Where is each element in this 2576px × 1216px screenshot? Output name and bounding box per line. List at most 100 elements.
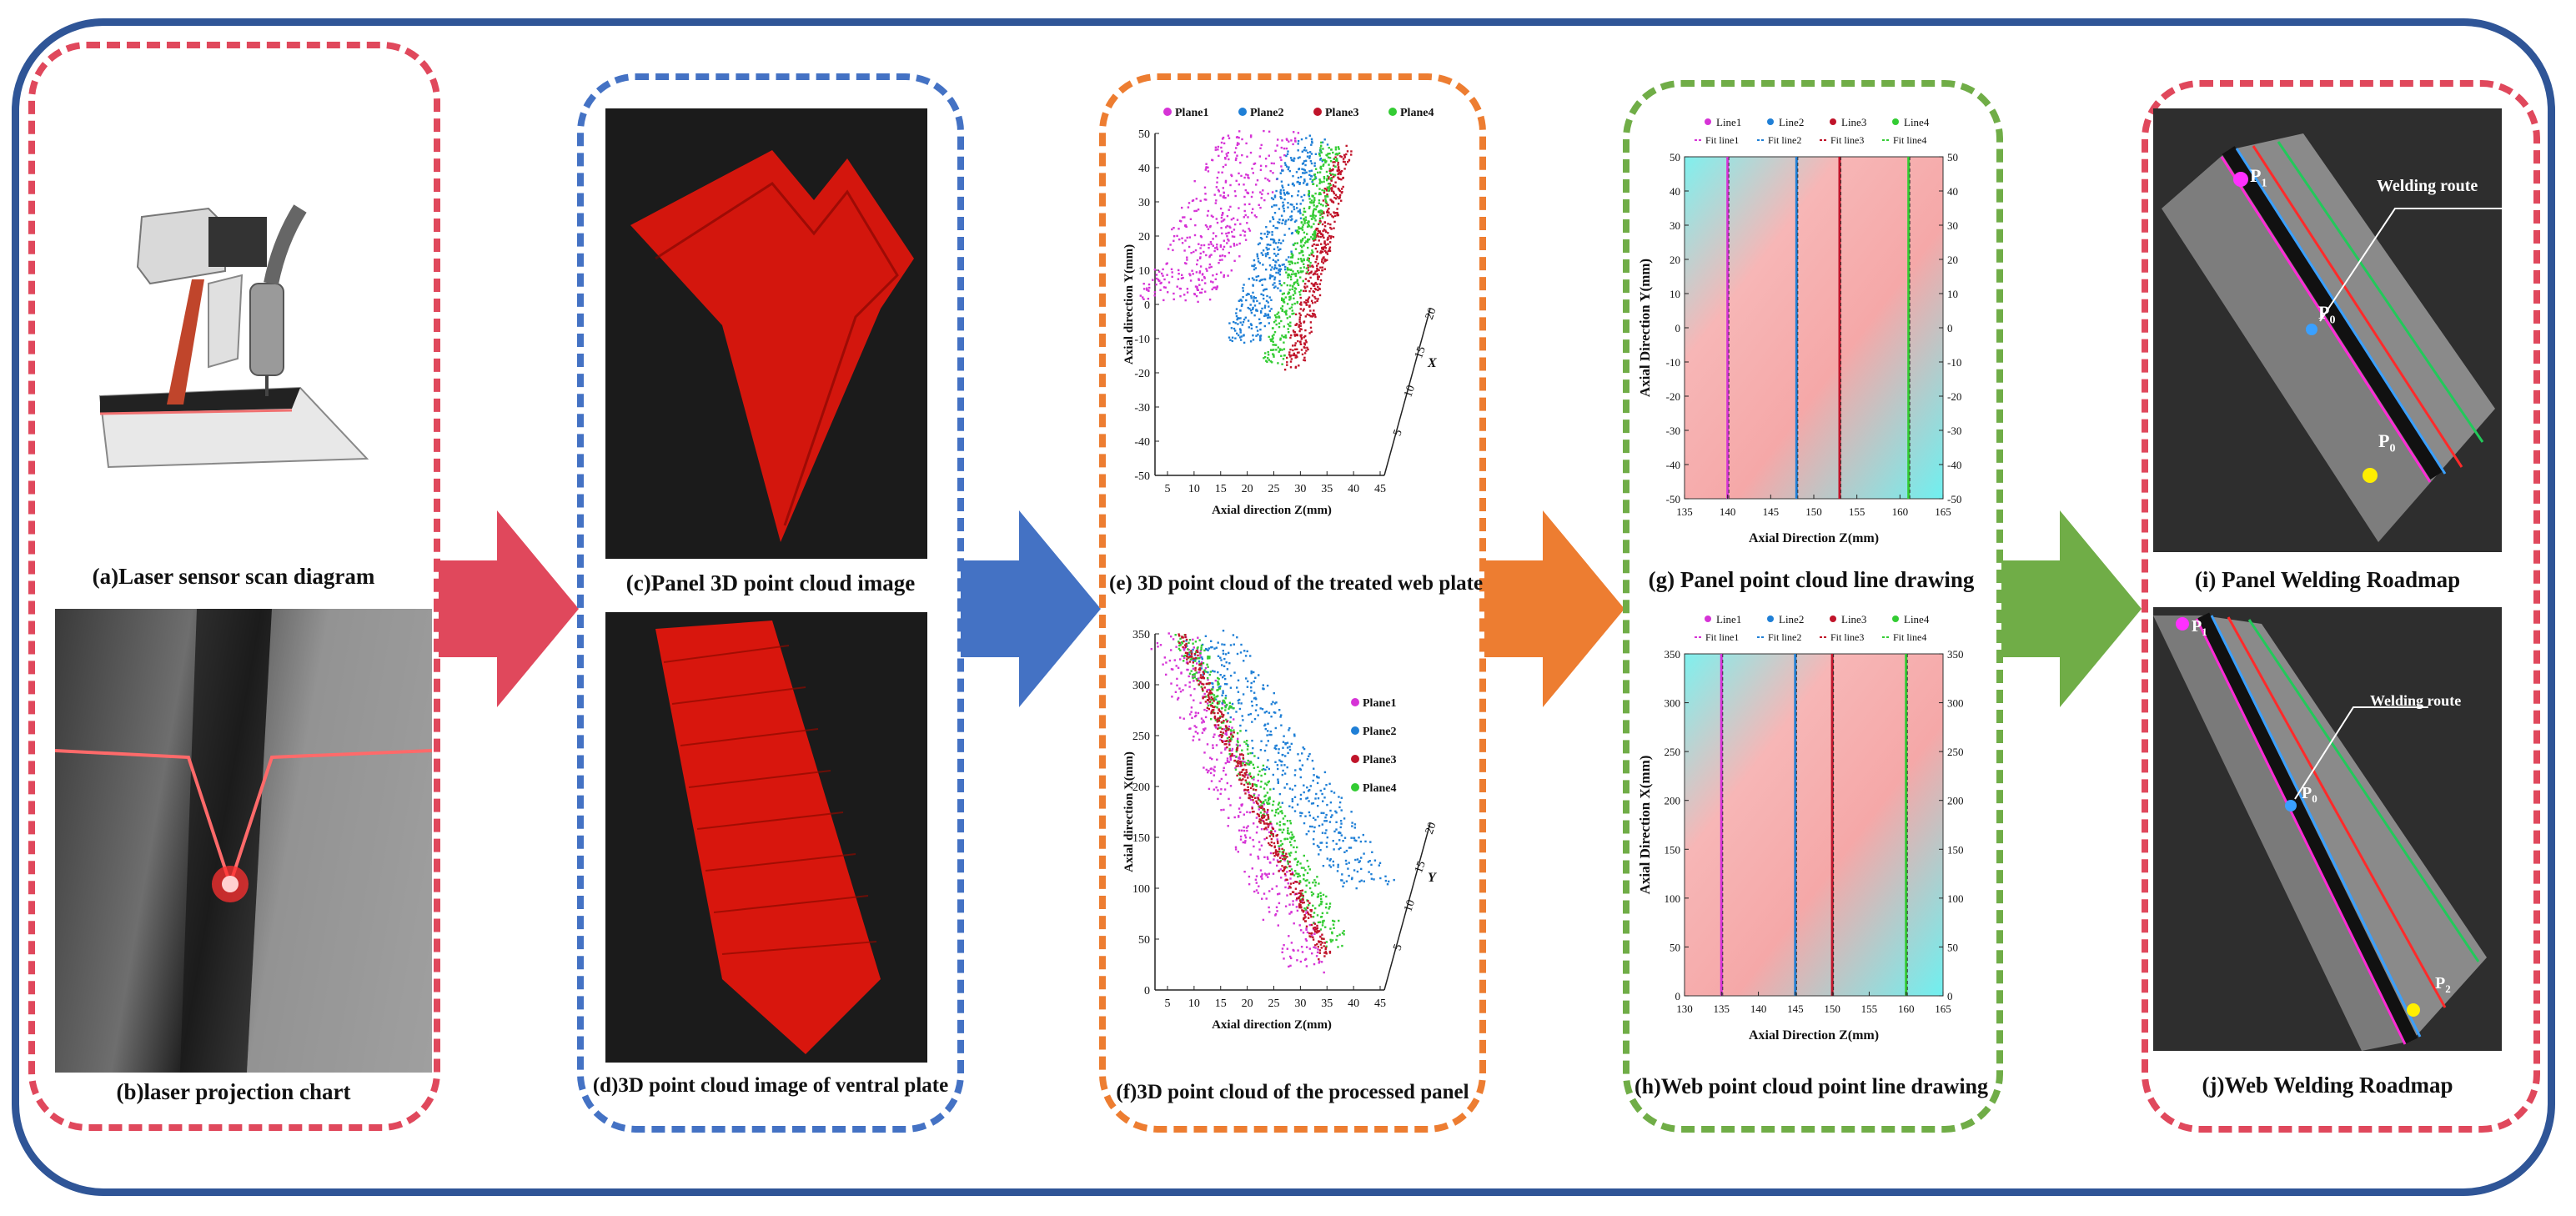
cloud-point bbox=[1205, 198, 1208, 201]
cloud-point bbox=[1239, 761, 1243, 763]
cloud-point bbox=[1178, 641, 1181, 644]
cloud-point bbox=[1219, 726, 1222, 729]
cloud-point bbox=[1281, 305, 1284, 308]
y-tick-label-right: 40 bbox=[1947, 185, 1958, 198]
cloud-point bbox=[1337, 146, 1340, 148]
cloud-point bbox=[1224, 653, 1228, 656]
cloud-point bbox=[1324, 906, 1328, 909]
cloud-point bbox=[1222, 650, 1224, 652]
cloud-point bbox=[1263, 768, 1265, 771]
cloud-point bbox=[1255, 882, 1258, 884]
cloud-point bbox=[1207, 170, 1210, 173]
cloud-point bbox=[1284, 220, 1287, 224]
cloud-point bbox=[1219, 738, 1222, 741]
cloud-point bbox=[1342, 185, 1344, 188]
cloud-point bbox=[1298, 303, 1302, 305]
cloud-point bbox=[1230, 173, 1233, 176]
cloud-point bbox=[1218, 726, 1221, 730]
cloud-point bbox=[1186, 288, 1189, 290]
y-tick-label: 10 bbox=[1138, 265, 1150, 278]
cloud-point bbox=[1281, 851, 1283, 853]
cloud-point bbox=[1306, 240, 1308, 243]
cloud-point bbox=[1236, 746, 1239, 749]
cloud-point bbox=[1248, 811, 1252, 814]
cloud-point bbox=[1187, 206, 1190, 209]
y-tick-label-right: -50 bbox=[1947, 493, 1961, 505]
cloud-point bbox=[1290, 837, 1293, 841]
cloud-point bbox=[1283, 772, 1287, 775]
cloud-point bbox=[1176, 285, 1178, 288]
cloud-point bbox=[1212, 232, 1215, 234]
cloud-point bbox=[1254, 796, 1257, 799]
cloud-point bbox=[1309, 178, 1312, 180]
cloud-point bbox=[1249, 798, 1253, 801]
cloud-point bbox=[1234, 848, 1238, 851]
cloud-point bbox=[1264, 827, 1267, 830]
cloud-point bbox=[1292, 182, 1294, 185]
cloud-point bbox=[1278, 828, 1281, 831]
cloud-point bbox=[1253, 783, 1256, 786]
cloud-point bbox=[1253, 801, 1255, 804]
cloud-point bbox=[1292, 175, 1294, 178]
cloud-point bbox=[1251, 705, 1253, 707]
cloud-point bbox=[1237, 691, 1240, 693]
cloud-point bbox=[1198, 671, 1201, 674]
cloud-point bbox=[1246, 155, 1248, 158]
cloud-point bbox=[1197, 677, 1200, 680]
cloud-point bbox=[1243, 768, 1245, 771]
cloud-point bbox=[1264, 723, 1267, 726]
x-tick-label: 30 bbox=[1294, 483, 1306, 495]
cloud-point bbox=[1270, 844, 1273, 847]
cloud-point bbox=[1255, 183, 1258, 186]
cloud-point bbox=[1199, 681, 1202, 683]
cloud-point bbox=[1324, 817, 1327, 819]
cloud-point bbox=[1311, 894, 1313, 897]
cloud-point bbox=[1191, 657, 1193, 660]
cloud-point bbox=[1257, 334, 1259, 336]
panel-line-drawings bbox=[1623, 80, 2003, 1133]
cloud-point bbox=[1300, 195, 1303, 198]
cloud-point bbox=[1254, 297, 1257, 299]
cloud-point bbox=[1283, 815, 1287, 817]
cloud-point bbox=[1278, 350, 1280, 353]
legend-label-4: Line4 bbox=[1904, 116, 1930, 128]
cloud-point bbox=[1268, 316, 1271, 319]
cloud-point bbox=[1244, 214, 1247, 217]
cloud-point bbox=[1208, 647, 1210, 650]
cloud-point bbox=[1233, 244, 1236, 247]
cloud-point bbox=[1303, 901, 1305, 904]
cloud-point bbox=[1323, 221, 1326, 224]
cloud-point bbox=[1278, 759, 1281, 761]
cloud-point bbox=[1233, 718, 1235, 721]
cloud-point bbox=[1301, 353, 1304, 356]
cloud-point bbox=[1255, 800, 1258, 802]
cloud-point bbox=[1296, 897, 1298, 900]
y-tick-label-right: 10 bbox=[1947, 288, 1958, 300]
cloud-point bbox=[1370, 863, 1373, 867]
cloud-point bbox=[1316, 256, 1318, 259]
cloud-point bbox=[1313, 842, 1315, 846]
cloud-point bbox=[1288, 726, 1291, 730]
cloud-point bbox=[1247, 744, 1249, 746]
cloud-point bbox=[1358, 860, 1361, 862]
cloud-point bbox=[1281, 753, 1283, 756]
cloud-point bbox=[1220, 736, 1223, 739]
cloud-point bbox=[1148, 286, 1151, 289]
cloud-point bbox=[1299, 296, 1302, 299]
cloud-point bbox=[1183, 640, 1185, 643]
cloud-point bbox=[1273, 196, 1277, 198]
legend-marker-2 bbox=[1238, 108, 1247, 116]
cloud-point bbox=[1240, 782, 1243, 785]
cloud-point bbox=[1208, 701, 1212, 703]
cloud-point bbox=[1248, 713, 1250, 716]
cloud-point bbox=[1311, 302, 1314, 304]
cloud-point bbox=[1271, 887, 1273, 890]
cloud-point bbox=[1308, 314, 1311, 317]
cloud-point bbox=[1282, 870, 1285, 872]
cloud-point bbox=[1278, 274, 1282, 276]
cloud-point bbox=[1224, 773, 1228, 776]
cloud-point bbox=[1288, 324, 1292, 328]
cloud-point bbox=[1252, 172, 1254, 174]
cloud-point bbox=[1307, 266, 1309, 269]
cloud-point bbox=[1286, 856, 1288, 858]
